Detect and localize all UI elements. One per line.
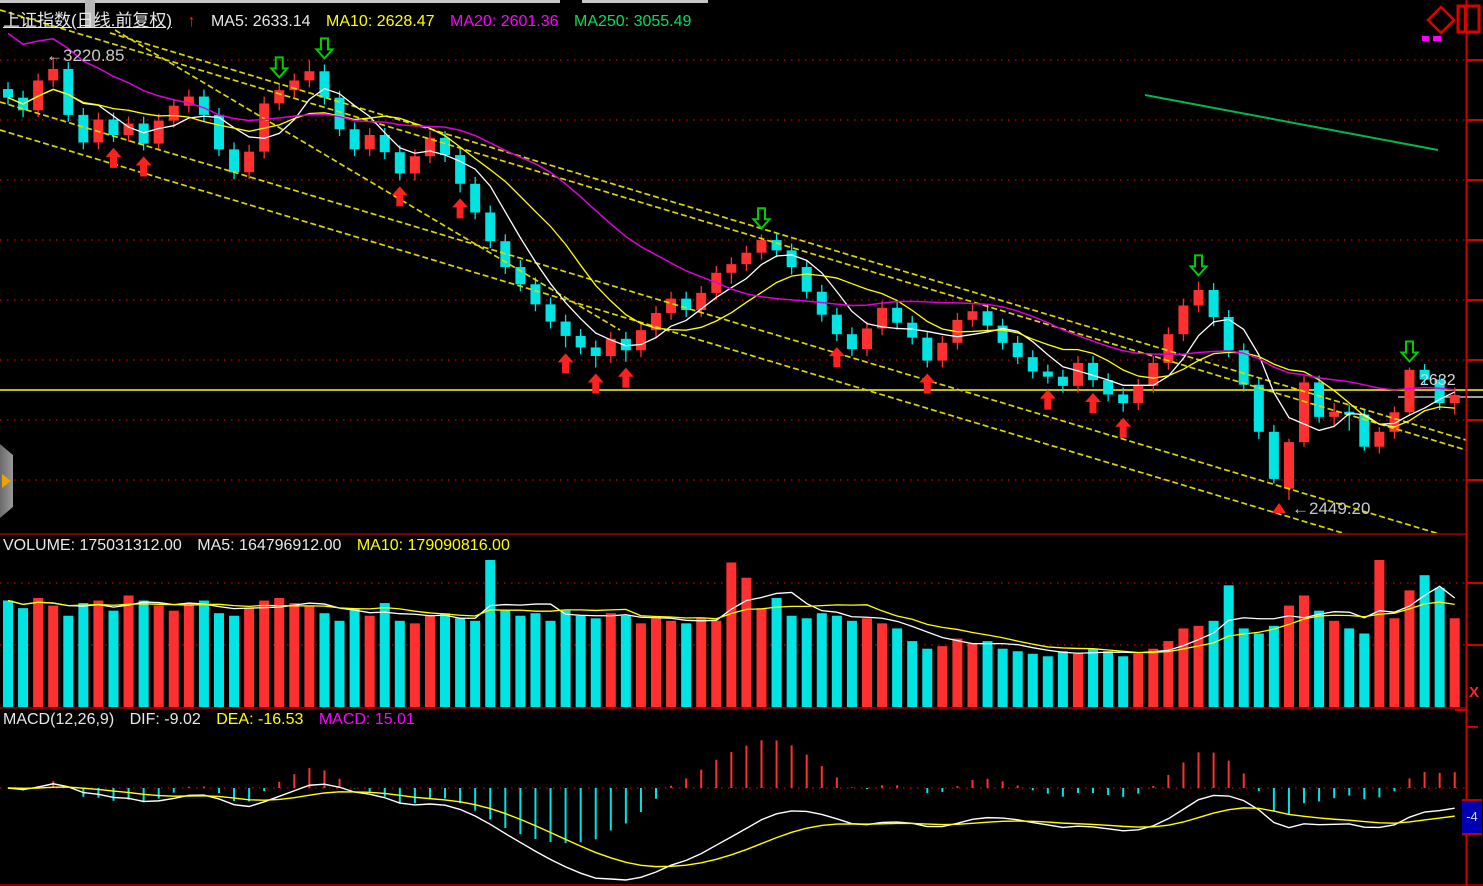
ma10-value: MA10: 2628.47 (326, 13, 435, 30)
panel-separator (0, 533, 1466, 535)
buy-signal-arrows (105, 147, 1132, 438)
minimize-dash-icon[interactable] (1433, 36, 1441, 41)
index-title[interactable]: 上证指数(日线.前复权) (3, 11, 173, 30)
panel-separator (0, 884, 1483, 886)
window-top-strip (0, 0, 708, 3)
up-arrow-icon: ↑ (187, 13, 196, 30)
close-indicator-button[interactable]: X (1469, 684, 1480, 701)
volume-bars (3, 559, 1460, 707)
dif-value: DIF: -9.02 (129, 711, 201, 728)
high-price-label: ←3220.85 (46, 46, 125, 65)
macd-chart-canvas[interactable] (0, 710, 1483, 886)
macd-histogram (22, 740, 1456, 844)
volume-header: VOLUME: 175031312.00 MA5: 164796912.00 M… (3, 537, 521, 555)
ma20-value: MA20: 2601.36 (450, 13, 559, 30)
macd-value: MACD: 15.01 (318, 711, 415, 728)
window-layout-icon[interactable] (1456, 4, 1481, 34)
low-marker-triangle (1272, 503, 1286, 513)
panel-separator (0, 707, 1466, 709)
volume-ma10-value: MA10: 179090816.00 (356, 537, 510, 554)
sidebar-collapse-tab[interactable] (0, 444, 13, 518)
expand-arrow-icon (2, 474, 11, 488)
volume-value: VOLUME: 175031312.00 (3, 537, 182, 554)
macd-params: MACD(12,26,9) (3, 711, 115, 728)
macd-scale-badge: -4 (1462, 799, 1482, 835)
candlesticks (3, 57, 1460, 500)
low-price-label: ←2449.20 (1292, 499, 1371, 518)
last-price-label: 2632 (1420, 372, 1456, 389)
sell-signal-arrows (269, 37, 1420, 364)
minimize-dash-icon[interactable] (1422, 36, 1429, 41)
macd-header: MACD(12,26,9) DIF: -9.02 DEA: -16.53 MAC… (3, 711, 426, 729)
ma250-value: MA250: 3055.49 (574, 13, 692, 30)
diamond-icon[interactable] (1426, 5, 1456, 35)
volume-chart-canvas[interactable] (0, 535, 1483, 707)
toolbar-handle[interactable] (85, 0, 95, 28)
chart-toolbar-icons (1422, 4, 1481, 41)
price-chart-canvas[interactable] (0, 0, 1483, 533)
volume-ma5-value: MA5: 164796912.00 (197, 537, 342, 554)
top-strip-notch (560, 0, 582, 3)
price-chart-header: 上证指数(日线.前复权) ↑ MA5: 2633.14 MA10: 2628.4… (3, 6, 702, 31)
dea-value: DEA: -16.53 (216, 711, 304, 728)
ma5-value: MA5: 2633.14 (210, 13, 311, 30)
